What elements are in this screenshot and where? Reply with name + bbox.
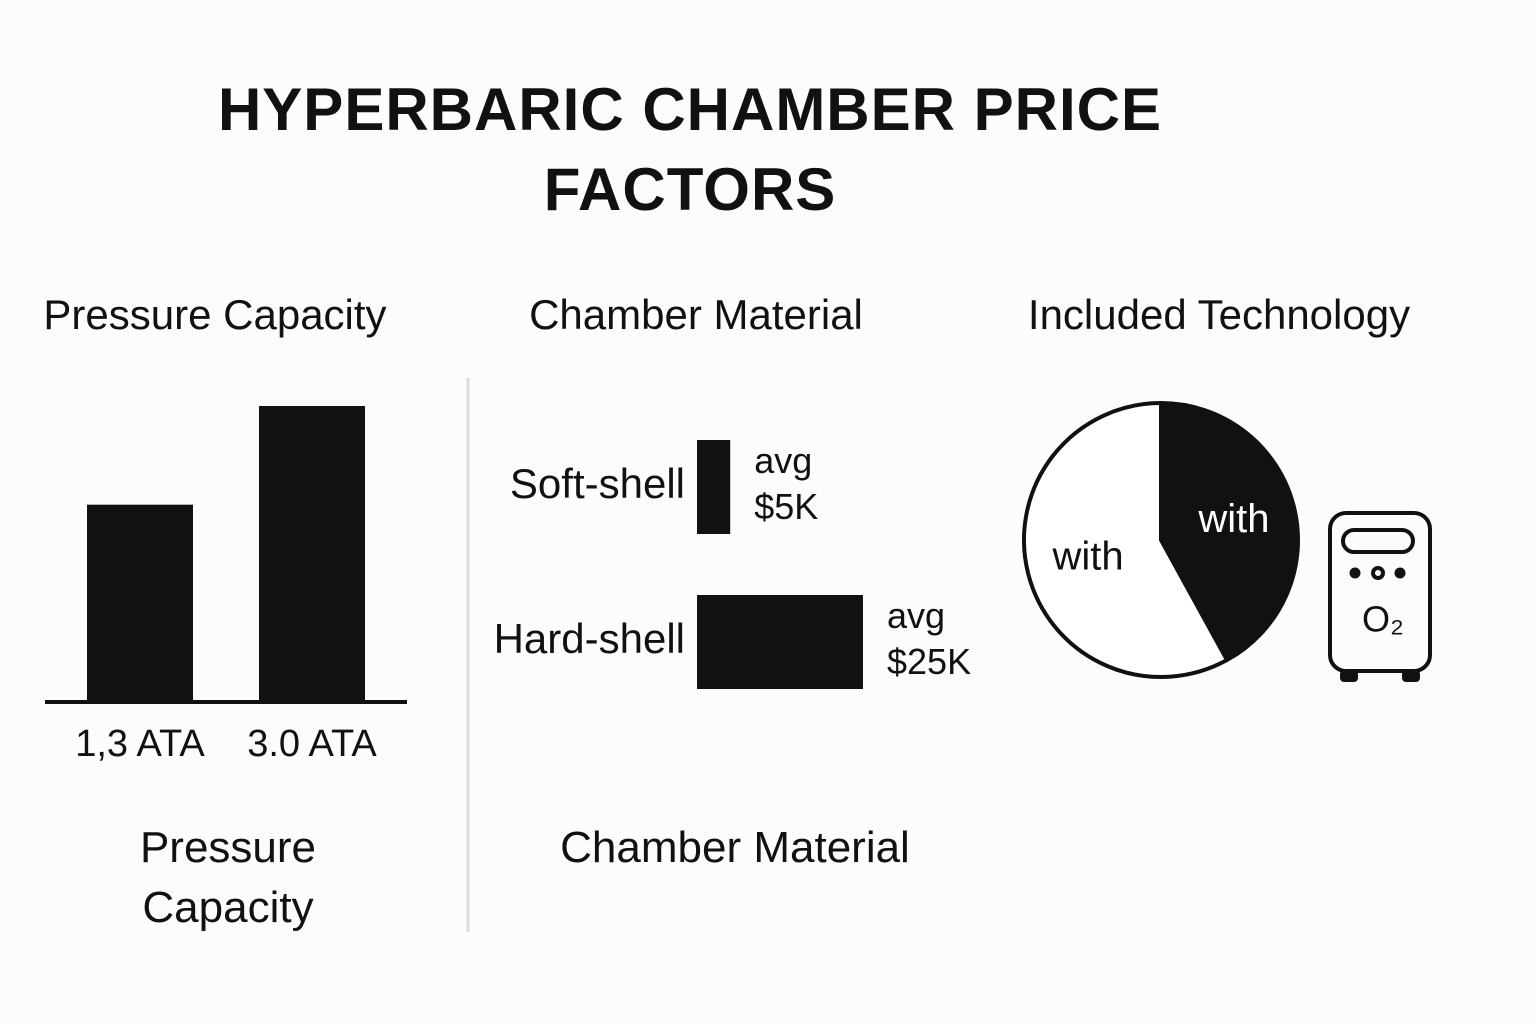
chart-title: Pressure Capacity xyxy=(43,291,386,338)
pie-slice xyxy=(1159,401,1300,663)
value-label: avg $25K xyxy=(887,595,972,682)
x-tick-label: 3.0 ATA xyxy=(247,723,377,765)
y-tick-label: Hard-shell xyxy=(494,615,685,662)
bar xyxy=(697,595,863,689)
chart-title: Chamber Material xyxy=(529,291,863,338)
oxygen-icon xyxy=(1328,511,1432,682)
slice-label: with xyxy=(1197,497,1269,541)
pie-slice xyxy=(1022,401,1229,679)
bar xyxy=(697,440,731,534)
chart-footer: Pressure Capacity xyxy=(139,823,317,932)
main-title: HYPERBARIC CHAMBER PRICE FACTORS xyxy=(217,76,1163,223)
chart-footer: Chamber Material xyxy=(560,823,910,872)
bar xyxy=(87,504,193,702)
bar xyxy=(259,406,365,702)
slice-label: with xyxy=(1051,534,1123,578)
y-tick-label: Soft-shell xyxy=(510,460,685,507)
value-label: avg $5K xyxy=(754,440,819,527)
chart-title: Included Technology xyxy=(1028,291,1410,338)
x-tick-label: 1,3 ATA xyxy=(75,723,205,765)
icon-label: O₂ xyxy=(1362,599,1404,640)
